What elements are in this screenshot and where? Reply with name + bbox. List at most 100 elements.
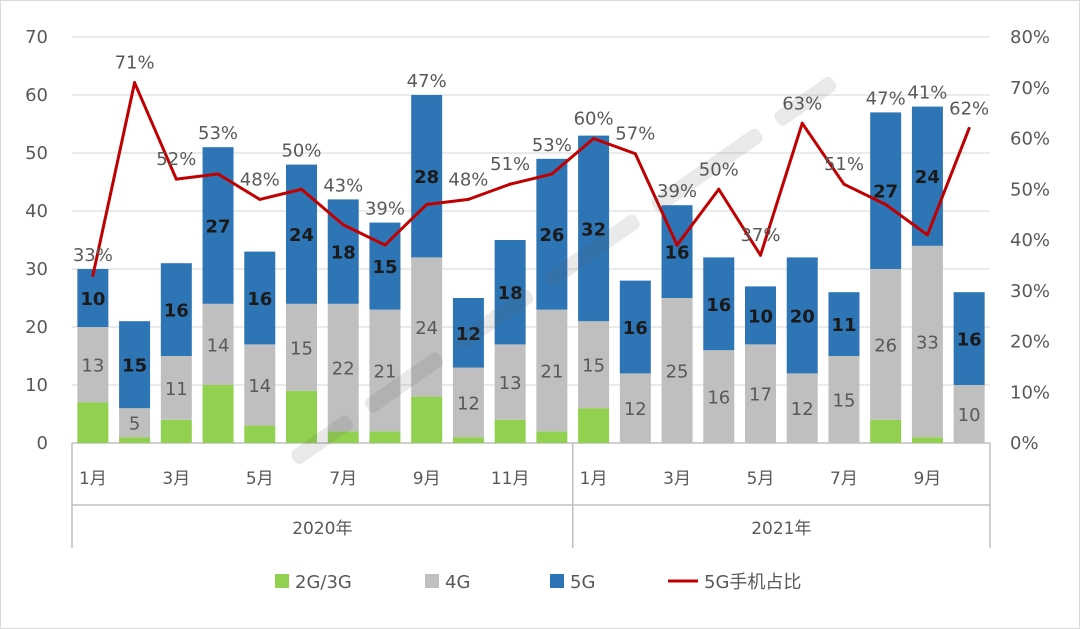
bar-value-label: 10: [80, 289, 105, 310]
bar-value-label: 12: [624, 399, 647, 420]
bar-value-label: 5: [129, 414, 140, 435]
bar-value-label: 15: [122, 356, 147, 377]
bar-4g: [244, 344, 276, 426]
line-point: [925, 233, 929, 237]
bar-value-label: 16: [623, 318, 648, 339]
share-line: [91, 81, 971, 278]
percent-label: 48%: [240, 169, 280, 190]
x-axis: 1月 3月 5月 7月 9月 11月 1月 3月 5月 7月 9月 2020年 2021年: [71, 443, 991, 548]
percent-label: 39%: [365, 199, 405, 220]
bar-value-label: 17: [749, 385, 772, 406]
bar-4g: [536, 309, 568, 432]
bar-5g: [119, 321, 151, 409]
legend-swatch: [275, 574, 289, 588]
category-label: 9月: [913, 469, 941, 489]
percent-label: 51%: [490, 154, 530, 175]
right-tick-label: 0%: [1010, 433, 1039, 454]
bar-2g-3g: [119, 437, 151, 443]
watermark-mark: [651, 128, 763, 212]
bar-2g-3g: [369, 431, 401, 443]
line-point: [759, 253, 762, 257]
bar-value-label: 16: [247, 289, 272, 310]
left-tick-label: 50: [25, 143, 48, 164]
percent-label: 50%: [699, 159, 739, 180]
line-point: [800, 121, 804, 125]
watermark-mark: [774, 77, 837, 126]
bar-value-label: 12: [457, 393, 480, 414]
bar-4g: [160, 356, 192, 420]
watermark-logo: [291, 77, 837, 464]
legend-swatch: [550, 574, 564, 588]
bar-value-label: 14: [207, 335, 230, 356]
percent-label: 53%: [532, 135, 572, 156]
bar-4g: [578, 321, 610, 409]
bar-2g-3g: [911, 437, 943, 443]
line-point: [508, 182, 512, 186]
bar-5g: [494, 240, 526, 345]
right-tick-label: 50%: [1010, 179, 1050, 200]
bar-value-label: 13: [499, 373, 522, 394]
bar-value-label: 16: [957, 330, 982, 351]
bar-value-label: 26: [539, 225, 564, 246]
bar-value-label: 33: [916, 333, 939, 354]
line-point: [91, 274, 95, 278]
line-point: [425, 202, 429, 206]
percent-label: 52%: [156, 149, 196, 170]
line-point: [592, 137, 596, 140]
right-axis: 0% 10% 20% 30% 40% 50% 60% 70% 80%: [1010, 27, 1050, 454]
category-label: 5月: [747, 469, 775, 489]
bar-2g-3g: [452, 437, 484, 443]
bar-2g-3g: [244, 425, 276, 443]
watermark-mark: [291, 415, 354, 464]
left-tick-label: 10: [25, 375, 48, 396]
percent-label: 57%: [615, 124, 655, 145]
bar-4g: [661, 298, 693, 443]
right-tick-label: 30%: [1010, 281, 1050, 302]
bar-value-label: 13: [81, 356, 104, 377]
bar-value-label: 25: [666, 362, 689, 383]
bar-4g: [369, 309, 401, 432]
bar-5g: [411, 95, 443, 258]
category-label: 9月: [413, 469, 441, 489]
percent-label: 41%: [907, 83, 947, 104]
legend-label: 4G: [445, 572, 470, 593]
bar-value-label: 11: [831, 315, 856, 336]
bar-4g: [786, 373, 818, 443]
line-point: [842, 182, 846, 186]
bar-4g: [202, 303, 234, 385]
bar-value-label: 28: [414, 167, 439, 188]
percent-label: 47%: [407, 71, 447, 92]
watermark-mark: [455, 289, 534, 350]
bar-4g: [119, 408, 151, 438]
bar-value-label: 24: [289, 225, 314, 246]
bar-4g: [327, 303, 359, 432]
bar-5g: [703, 257, 735, 351]
line-point: [300, 187, 303, 191]
legend-label: 5G: [570, 572, 595, 593]
watermark-mark: [545, 214, 640, 287]
bar-2g-3g: [160, 419, 192, 443]
legend-label: 2G/3G: [295, 572, 352, 593]
percent-label: 43%: [323, 175, 363, 196]
percent-label: 50%: [281, 141, 321, 162]
bar-value-label: 16: [665, 243, 690, 264]
bar-4g: [286, 303, 317, 391]
bar-4g: [953, 385, 985, 443]
percent-label: 63%: [782, 93, 822, 114]
line-5g-share: [91, 81, 971, 276]
left-tick-label: 0: [37, 433, 48, 454]
bar-4g: [494, 344, 526, 420]
bar-5g: [77, 269, 109, 327]
bar-2g-3g: [327, 431, 359, 443]
right-tick-label: 20%: [1010, 332, 1050, 353]
percent-label: 37%: [740, 225, 780, 246]
right-tick-label: 80%: [1010, 27, 1050, 48]
bar-value-label: 14: [248, 376, 271, 397]
bar-value-label: 10: [748, 306, 773, 327]
line-point: [216, 172, 220, 176]
legend-swatch: [425, 574, 439, 588]
bar-4g: [619, 373, 651, 443]
bar-value-label: 22: [332, 359, 355, 380]
bar-value-label: 10: [958, 405, 981, 426]
